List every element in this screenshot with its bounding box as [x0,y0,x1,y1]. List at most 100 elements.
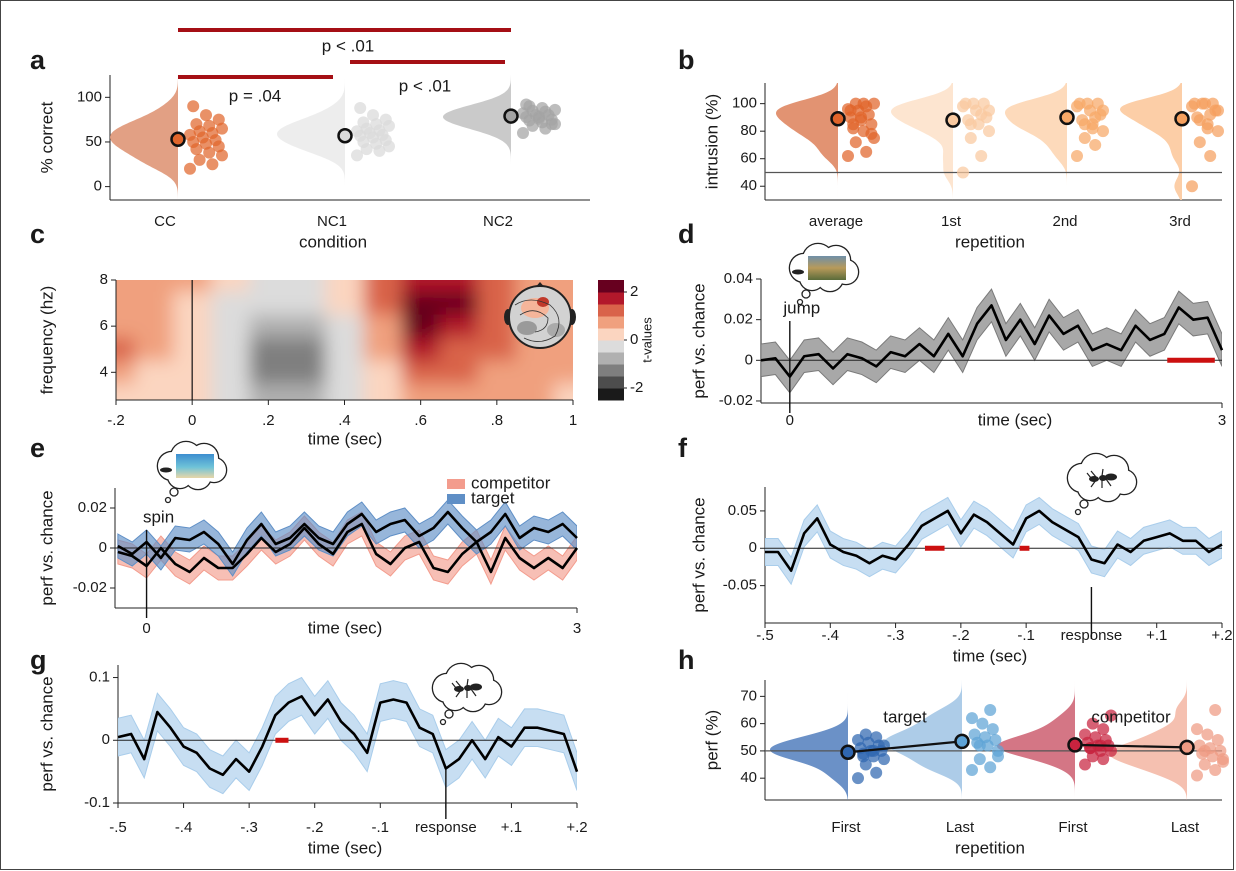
heatmap-cell [135,292,174,316]
x-tick-label: -.2 [306,819,324,836]
x-axis-label: time (sec) [308,838,383,857]
colorbar-band [598,280,624,293]
heatmap-cell [57,338,136,362]
category-label: Last [1171,819,1200,836]
data-point [1202,122,1214,134]
data-point [965,118,977,130]
heatmap-cell [478,228,517,292]
heatmap-cell [57,292,136,316]
mean-marker [1069,738,1082,751]
heatmap-cell [287,338,326,362]
cloud-bubble [1076,510,1081,515]
y-tick-label: 60 [740,715,757,732]
panel-letter: b [678,45,695,75]
heatmap-cell [57,228,136,292]
panel-letter: d [678,219,695,249]
category-label: 2nd [1052,213,1077,230]
heatmap-cell [211,338,250,362]
y-tick-label: 4 [100,363,108,380]
data-point [992,750,1004,762]
x-tick-label: -.2 [107,412,125,429]
heatmap-cell [402,361,441,385]
data-point [1201,729,1213,741]
figure: a% correctcondition050100CCNC1NC2p < .01… [0,0,1236,871]
x-tick-label: -.3 [887,627,905,644]
x-axis-label: time (sec) [308,618,383,637]
heatmap-cell [440,338,479,362]
data-point [974,753,986,765]
heatmap-cell [402,292,441,316]
x-tick-label: +.1 [501,819,522,836]
data-point [969,729,981,741]
mean-marker [505,110,518,123]
colorbar-band [598,364,624,377]
category-label: Last [946,819,975,836]
y-tick-label: 0.04 [724,270,753,287]
cloud-bubble [1080,500,1088,508]
mean-marker [1061,111,1074,124]
x-axis-label: time (sec) [978,410,1053,429]
heatmap-cell [287,361,326,385]
heatmap-cell [135,228,174,292]
thought-cloud [1067,453,1138,515]
x-tick-label: .6 [414,412,427,429]
plot-area [118,678,577,794]
x-tick-label: .8 [491,412,504,429]
heatmap-cell [135,338,174,362]
violin [776,83,838,200]
heatmap-cell [516,361,555,385]
violin [1120,83,1182,200]
data-point [1212,105,1224,117]
x-tick-label: .2 [262,412,275,429]
data-point [1084,742,1096,754]
panel-letter: f [678,433,688,463]
data-point [354,102,366,114]
category-label: 1st [941,213,962,230]
colorbar-band [598,376,624,389]
heatmap-cell [249,361,288,385]
panel-letter: c [30,219,45,249]
y-tick-label: 0 [94,178,102,195]
data-point [987,723,999,735]
y-tick-label: 8 [100,271,108,288]
data-point [966,764,978,776]
data-point [1212,125,1224,137]
category-label: First [1058,819,1088,836]
colorbar-band [598,304,624,317]
data-point [860,729,872,741]
legend-label: target [471,488,515,507]
data-point [975,150,987,162]
x-tick-label: 0 [142,620,150,637]
photo [176,454,214,478]
data-point [1212,734,1224,746]
colorbar-tick-label: -2 [630,379,643,396]
panel-letter: a [30,45,46,75]
data-point [957,100,969,112]
heatmap-cell [325,338,364,362]
violin [1005,83,1067,200]
data-point [1186,100,1198,112]
data-point [855,111,867,123]
heatmap-cell [364,338,403,362]
violin [997,680,1075,800]
data-point [1081,98,1093,110]
x-tick-label: +.2 [1211,627,1232,644]
data-point [860,146,872,158]
data-point [845,105,857,117]
y-tick-label: 0.1 [89,669,110,686]
heatmap-cell [249,292,288,316]
mean-marker [947,114,960,127]
data-point [194,154,206,166]
violin [110,75,178,200]
heatmap-cell [440,292,479,316]
data-point [367,109,379,121]
legend-swatch [447,479,465,489]
significance-label: p < .01 [399,76,451,95]
ant [792,270,804,275]
y-tick-label: 0 [745,351,753,368]
cloud-bubble [441,720,446,725]
heatmap-cell [135,384,174,448]
data-point [976,718,988,730]
violin [884,680,962,800]
x-tick-label: +.2 [566,819,587,836]
